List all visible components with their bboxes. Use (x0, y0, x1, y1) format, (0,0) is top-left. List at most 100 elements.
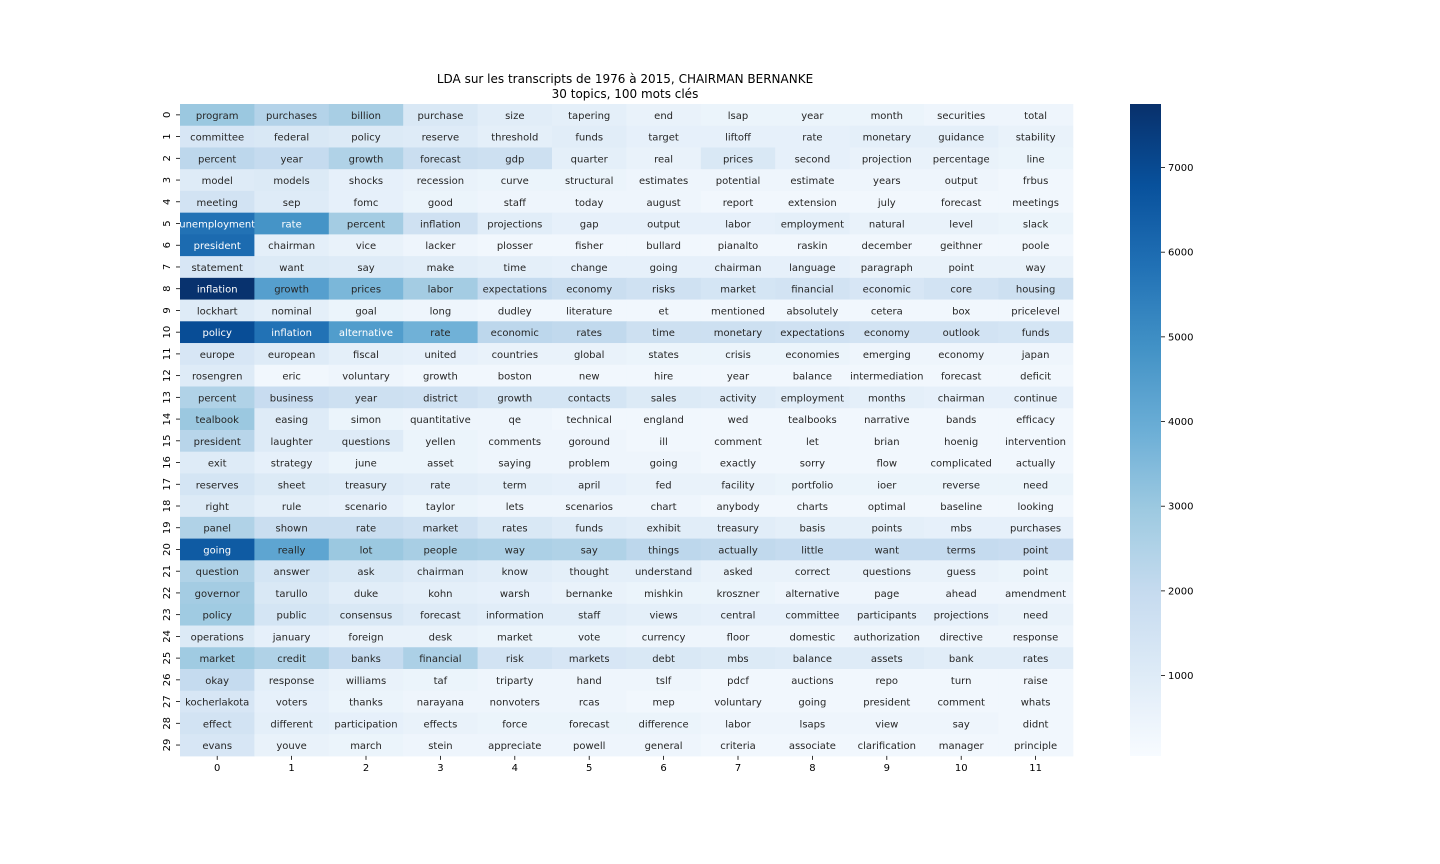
cell-label: shocks (349, 176, 383, 187)
cell-label: qe (509, 415, 522, 426)
heatmap-cell (403, 234, 479, 257)
heatmap-cell (775, 212, 851, 235)
heatmap-cell (403, 169, 479, 192)
heatmap-cell (180, 538, 255, 561)
cell-label: goal (355, 306, 376, 317)
heatmap-cell (477, 343, 553, 366)
cell-label: panel (203, 524, 231, 535)
y-tick-label: 28 (162, 717, 173, 730)
cell-label: staff (504, 198, 527, 209)
cell-label: thanks (349, 698, 383, 709)
cell-label: views (649, 611, 677, 622)
cell-label: rates (1023, 654, 1049, 665)
heatmap-cell (998, 560, 1074, 583)
cell-label: recession (417, 176, 464, 187)
heatmap-cell (775, 277, 851, 301)
heatmap-cell (626, 625, 702, 648)
cell-label: monetary (714, 328, 763, 339)
heatmap-cell (477, 473, 553, 496)
cell-label: correct (795, 567, 830, 578)
heatmap-cell (775, 321, 851, 344)
heatmap-cell (775, 538, 851, 561)
heatmap-cell (254, 647, 330, 670)
cell-label: extension (788, 198, 837, 209)
x-tick-label: 6 (660, 763, 666, 774)
cell-label: baseline (940, 502, 982, 513)
cell-label: tapering (568, 111, 610, 122)
heatmap-cell (254, 386, 330, 409)
heatmap-cell (849, 343, 925, 366)
cell-label: percent (198, 154, 236, 165)
cell-label: credit (277, 654, 306, 665)
heatmap-cell (254, 277, 330, 301)
cell-label: curve (501, 176, 529, 187)
cell-label: committee (190, 133, 244, 144)
colorbar-gradient (1130, 104, 1161, 756)
cell-label: shown (276, 524, 308, 535)
heatmap-cell (849, 516, 925, 540)
heatmap-cell (403, 647, 479, 670)
heatmap-cell (328, 386, 404, 409)
cell-label: points (871, 524, 902, 535)
cell-label: purchases (266, 111, 317, 122)
cell-label: structural (565, 176, 613, 187)
heatmap-cell (552, 169, 627, 192)
heatmap-cell (924, 386, 999, 409)
heatmap-cell (849, 647, 925, 670)
cell-label: labor (428, 285, 454, 296)
x-tick-label: 11 (1029, 763, 1042, 774)
cell-label: mep (652, 698, 674, 709)
cell-label: strategy (271, 459, 313, 470)
cell-label: voters (276, 698, 307, 709)
heatmap-cell (477, 734, 553, 757)
cell-label: optimal (868, 502, 906, 513)
heatmap-cell (552, 668, 627, 692)
heatmap-cell (328, 668, 404, 692)
heatmap-cell (626, 104, 702, 127)
heatmap-cell (775, 690, 851, 713)
y-tick-label: 16 (162, 456, 173, 469)
heatmap-cell (998, 299, 1074, 322)
cell-label: okay (205, 676, 229, 687)
heatmap-cell (180, 125, 255, 148)
cell-label: rule (282, 502, 301, 513)
heatmap-cell (552, 256, 627, 279)
cell-label: domestic (790, 632, 836, 643)
cell-label: comment (937, 698, 985, 709)
heatmap-cell (552, 321, 627, 344)
heatmap-cell (998, 495, 1074, 518)
y-tick-label: 29 (162, 739, 173, 752)
heatmap-cell (254, 690, 330, 713)
heatmap-cell (180, 560, 255, 583)
cell-label: looking (1017, 502, 1053, 513)
cell-label: desk (429, 632, 453, 643)
y-tick-label: 8 (162, 286, 173, 292)
heatmap-cell (700, 212, 776, 235)
x-tick-label: 5 (586, 763, 592, 774)
cell-label: page (874, 589, 899, 600)
cell-label: unemployment (179, 220, 255, 231)
cell-label: hand (577, 676, 602, 687)
heatmap-cell (924, 538, 999, 561)
heatmap-cell (775, 343, 851, 366)
cell-label: projections (487, 220, 542, 231)
heatmap-cell (254, 104, 330, 127)
heatmap-cell (552, 516, 627, 540)
heatmap-cell (700, 668, 776, 692)
heatmap-cell (700, 473, 776, 496)
cell-label: terms (947, 545, 976, 556)
cell-label: models (273, 176, 309, 187)
cell-label: quarter (571, 154, 609, 165)
cell-label: forecast (420, 611, 461, 622)
cell-label: change (571, 263, 608, 274)
heatmap-cell (477, 668, 553, 692)
heatmap-cell (849, 125, 925, 148)
cell-label: end (654, 111, 673, 122)
heatmap-cell (477, 603, 553, 627)
cell-label: facility (721, 480, 754, 491)
heatmap-cell (180, 256, 255, 279)
cell-label: risks (652, 285, 675, 296)
cell-label: months (868, 393, 906, 404)
heatmap-cell (403, 256, 479, 279)
heatmap-cell (552, 190, 627, 214)
